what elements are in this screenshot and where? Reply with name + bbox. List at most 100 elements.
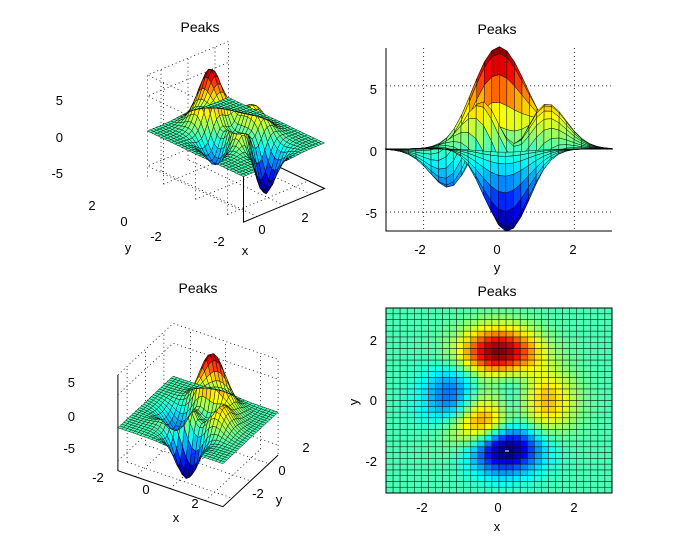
- surface-patch: [590, 423, 599, 430]
- surface-patch: [435, 440, 443, 448]
- surface-patch: [548, 481, 556, 488]
- surface-patch: [470, 348, 479, 355]
- surface-patch: [541, 325, 549, 332]
- surface-patch: [583, 446, 592, 453]
- surface-patch: [477, 406, 486, 413]
- surface-patch: [449, 365, 457, 372]
- surface-patch: [406, 348, 415, 355]
- surface-patch: [442, 319, 450, 326]
- surface-patch: [562, 429, 570, 436]
- surface-patch: [442, 400, 450, 407]
- surface-patch: [399, 330, 408, 338]
- surface-patch: [484, 463, 493, 471]
- surface-patch: [576, 336, 585, 343]
- surface-patch: [541, 354, 549, 361]
- surface-patch: [597, 319, 606, 326]
- surface-patch: [541, 307, 549, 315]
- surface-patch: [512, 446, 521, 453]
- surface-patch: [519, 313, 528, 320]
- surface-patch: [555, 365, 563, 372]
- surface-patch: [541, 434, 549, 442]
- surface-patch: [569, 342, 577, 349]
- surface-patch: [534, 411, 542, 419]
- surface-patch: [484, 354, 493, 361]
- surface-patch: [428, 388, 436, 395]
- surface-patch: [583, 423, 592, 430]
- surface-patch: [449, 469, 457, 476]
- surface-patch: [435, 394, 443, 401]
- surface-patch: [498, 365, 507, 372]
- surface-patch: [414, 423, 422, 430]
- surface-patch: [491, 382, 500, 390]
- surface-patch: [463, 382, 472, 390]
- surface-patch: [477, 325, 486, 332]
- surface-patch: [519, 406, 528, 413]
- surface-patch: [512, 452, 521, 459]
- surface-patch: [590, 371, 599, 378]
- surface-patch: [399, 394, 408, 401]
- surface-patch: [604, 434, 613, 442]
- surface-patch: [399, 446, 408, 453]
- surface-patch: [428, 423, 436, 430]
- surface-patch: [399, 463, 408, 471]
- surface-patch: [548, 313, 556, 320]
- surface-patch: [442, 388, 450, 395]
- surface-patch: [583, 377, 592, 384]
- surface-patch: [583, 434, 592, 442]
- surface-patch: [484, 394, 493, 401]
- surface-patch: [576, 354, 585, 361]
- surface-patch: [597, 377, 606, 384]
- surface-patch: [456, 458, 464, 465]
- surface-patch: [534, 423, 542, 430]
- surface-patch: [576, 371, 585, 378]
- surface-patch: [498, 400, 507, 407]
- surface-patch: [449, 446, 457, 453]
- surface-patch: [456, 382, 464, 390]
- surface-patch: [399, 377, 408, 384]
- surface-patch: [498, 406, 507, 413]
- x-tick-label: 2: [569, 242, 576, 257]
- surface-patch: [505, 313, 514, 320]
- surface-patch: [590, 336, 599, 343]
- surface-patch: [385, 417, 394, 424]
- surface-patch: [477, 452, 486, 459]
- surface-patch: [414, 429, 422, 436]
- surface-patch: [555, 463, 563, 471]
- surface-patch: [470, 307, 479, 315]
- surface-patch: [421, 365, 429, 372]
- surface-patch: [604, 388, 613, 395]
- surface-patch: [527, 382, 535, 390]
- surface-patch: [399, 307, 408, 315]
- surface-patch: [555, 406, 563, 413]
- surface-patch: [498, 382, 507, 390]
- surface-patch: [470, 325, 479, 332]
- surface-patch: [421, 458, 429, 465]
- surface-patch: [449, 486, 457, 494]
- heatmap-mesh: [385, 307, 613, 494]
- surface-patch: [562, 394, 570, 401]
- surface-patch: [414, 446, 422, 453]
- surface-patch: [435, 429, 443, 436]
- surface-patch: [477, 377, 486, 384]
- surface-patch: [399, 481, 408, 488]
- surface-patch: [470, 463, 479, 471]
- surface-patch: [505, 342, 514, 349]
- y-axis-label: y: [276, 492, 283, 507]
- surface-patch: [505, 330, 514, 338]
- surface-patch: [456, 354, 464, 361]
- surface-patch: [498, 388, 507, 395]
- surface-patch: [399, 365, 408, 372]
- surface-patch: [435, 469, 443, 476]
- surface-patch: [512, 469, 521, 476]
- surface-patch: [597, 434, 606, 442]
- surface-patch: [534, 359, 542, 367]
- surface-patch: [562, 481, 570, 488]
- surface-patch: [604, 394, 613, 401]
- surface-patch: [392, 325, 401, 332]
- surface-patch: [505, 155, 514, 165]
- surface-patch: [442, 429, 450, 436]
- surface-patch: [534, 440, 542, 448]
- surface-patch: [491, 74, 500, 104]
- surface-patch: [597, 400, 606, 407]
- surface-patch: [534, 377, 542, 384]
